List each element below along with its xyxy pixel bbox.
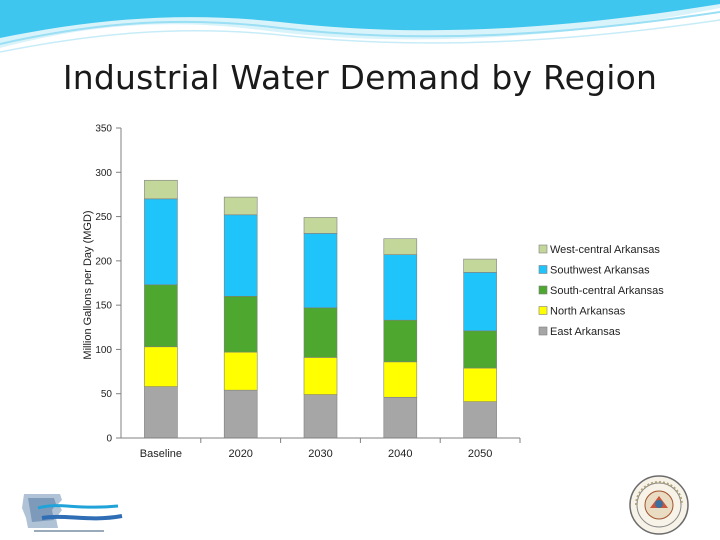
- bar-segment: [463, 367, 497, 402]
- y-tick-label: 200: [95, 256, 112, 267]
- x-tick-label: Baseline: [140, 448, 182, 460]
- bar-segment: [223, 295, 258, 353]
- legend-label: East Arkansas: [550, 326, 621, 338]
- legend-swatch: [538, 285, 548, 295]
- bar-segment: [303, 394, 338, 439]
- x-tick-label: 2050: [468, 448, 492, 460]
- y-tick-label: 250: [95, 212, 112, 223]
- bar-segment: [144, 346, 178, 387]
- bar-segment: [144, 198, 178, 286]
- bar-segment: [383, 238, 418, 255]
- legend-label: West-central Arkansas: [550, 244, 660, 256]
- bar-segment: [303, 307, 338, 358]
- state-seal: [629, 475, 689, 535]
- legend-label: Southwest Arkansas: [550, 265, 650, 277]
- y-tick-label: 100: [95, 345, 112, 356]
- bar-segment: [383, 361, 418, 398]
- bars: [144, 179, 497, 439]
- y-tick-label: 350: [95, 124, 112, 135]
- legend-label: North Arkansas: [550, 306, 626, 318]
- legend-swatch: [538, 306, 548, 315]
- legend: West-central Arkansas Southwest Arkansas S…: [538, 244, 664, 338]
- bar-segment: [223, 196, 258, 216]
- bar-segment: [303, 357, 338, 395]
- bar-segment: [463, 401, 497, 439]
- y-axis: 0 50 100 150 200 250 300 350: [95, 124, 122, 445]
- bar-segment: [383, 254, 418, 321]
- slide-title: Industrial Water Demand by Region: [62, 58, 658, 97]
- x-tick-label: 2040: [388, 448, 412, 460]
- x-axis: Baseline 2020 2030 2040 2050: [121, 437, 521, 460]
- bar-segment: [383, 319, 418, 363]
- legend-label: South-central Arkansas: [550, 285, 664, 297]
- y-tick-label: 300: [95, 168, 112, 179]
- y-axis-title: Million Gallons per Day (MGD): [82, 210, 94, 359]
- bar-segment: [223, 351, 258, 391]
- bar-segment: [303, 217, 338, 234]
- bar-segment: [144, 179, 178, 200]
- bar-segment: [144, 284, 178, 348]
- bar-segment: [303, 233, 338, 309]
- arkansas-waterplan-logo: [22, 494, 123, 532]
- legend-swatch: [538, 326, 548, 336]
- x-tick-label: 2020: [228, 448, 252, 460]
- y-tick-label: 0: [106, 434, 112, 445]
- bar-segment: [144, 386, 178, 439]
- bar-segment: [463, 258, 497, 273]
- x-tick-label: 2030: [308, 448, 332, 460]
- y-tick-label: 50: [101, 389, 113, 400]
- bar-segment: [223, 214, 258, 297]
- legend-swatch: [538, 244, 548, 254]
- legend-swatch: [538, 265, 548, 274]
- bar-segment: [463, 330, 497, 369]
- header-swoosh: [0, 0, 720, 53]
- bar-segment: [463, 272, 497, 332]
- y-tick-label: 150: [95, 301, 112, 312]
- bar-segment: [383, 396, 418, 439]
- bar-segment: [223, 389, 258, 439]
